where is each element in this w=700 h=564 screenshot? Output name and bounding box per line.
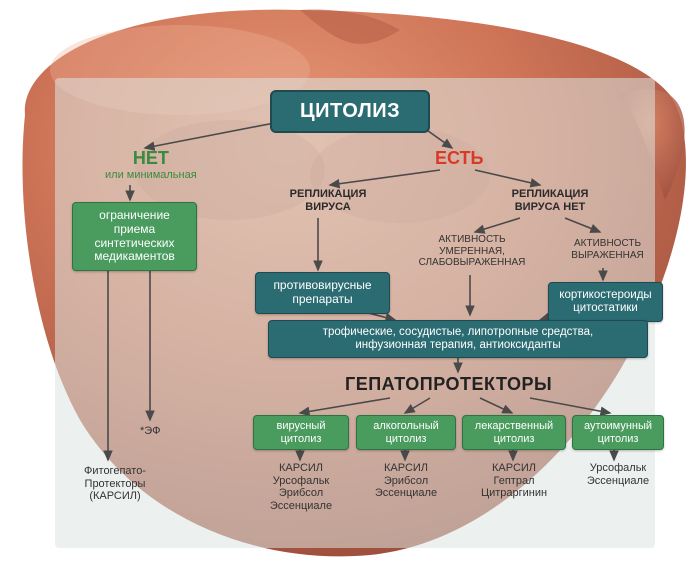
antiviral-box: противовирусные препараты (255, 272, 390, 314)
root-title: ЦИТОЛИЗ (270, 90, 430, 133)
drug-cytolysis-box: лекарственный цитолиз (462, 415, 566, 450)
viral-cytolysis-box: вирусный цитолиз (253, 415, 349, 450)
restrict-meds-box: ограничение приема синтетических медикам… (72, 202, 197, 271)
replication-no-label: РЕПЛИКАЦИЯ ВИРУСА НЕТ (495, 188, 605, 213)
hepatoprotectors-title: ГЕПАТОПРОТЕКТОРЫ (345, 374, 552, 395)
activity-high-label: АКТИВНОСТЬ ВЫРАЖЕННАЯ (560, 238, 655, 261)
trophic-box: трофические, сосудистые, липотропные сре… (268, 320, 648, 358)
phyto-protectors-label: Фитогепато- Протекторы (КАРСИЛ) (70, 465, 160, 503)
replication-yes-label: РЕПЛИКАЦИЯ ВИРУСА (278, 188, 378, 213)
autoimmune-drugs: Урсофальк Эссенциале (572, 462, 664, 487)
no-sublabel: или минимальная (105, 169, 197, 182)
alcohol-cytolysis-box: алкогольный цитолиз (356, 415, 456, 450)
cortico-box: кортикостероиды цитостатики (548, 282, 663, 322)
ef-label: *ЭФ (140, 425, 161, 438)
activity-moderate-label: АКТИВНОСТЬ УМЕРЕННАЯ, СЛАБОВЫРАЖЕННАЯ (412, 234, 532, 269)
branch-yes: ЕСТЬ (435, 148, 484, 169)
autoimmune-cytolysis-box: аутоимунный цитолиз (572, 415, 664, 450)
viral-drugs: КАРСИЛ Урсофальк Эрибсол Эссенциале (253, 462, 349, 513)
drug-drugs: КАРСИЛ Гептрал Цитраргинин (462, 462, 566, 500)
branch-no: НЕТ или минимальная (105, 148, 197, 181)
no-label: НЕТ (105, 148, 197, 169)
alcohol-drugs: КАРСИЛ Эрибсол Эссенциале (356, 462, 456, 500)
